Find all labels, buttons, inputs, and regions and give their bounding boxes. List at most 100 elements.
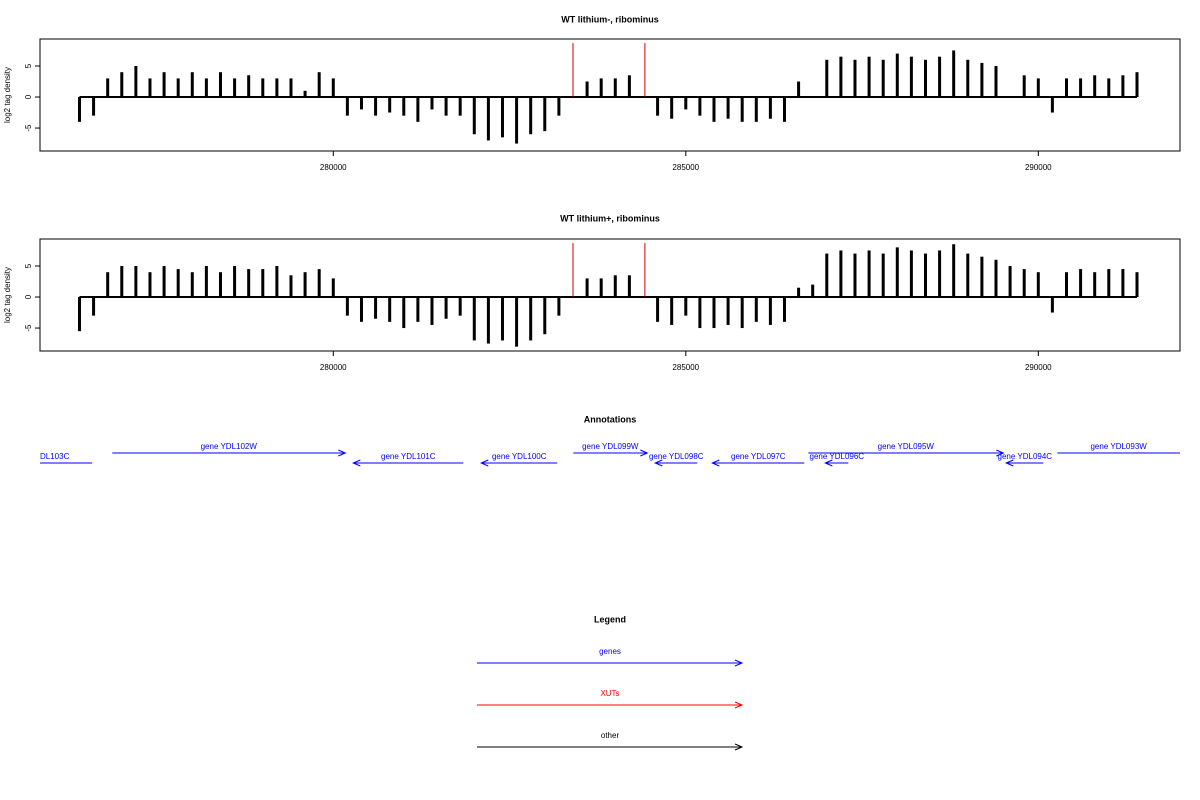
bar	[712, 97, 716, 122]
bar	[176, 269, 180, 298]
bar	[204, 265, 208, 298]
bar	[909, 250, 913, 298]
bar	[881, 59, 885, 98]
bar	[303, 90, 307, 98]
bar	[331, 78, 335, 98]
y-tick-label: -5	[24, 324, 33, 332]
bar	[317, 269, 321, 298]
bar	[980, 62, 984, 98]
legend-label: XUTs	[600, 689, 619, 698]
plot-frame	[39, 238, 1181, 352]
bar	[825, 253, 829, 298]
gene-arrowhead	[996, 449, 1005, 457]
bar	[853, 59, 857, 98]
bar	[768, 297, 772, 325]
bar	[1121, 269, 1125, 298]
bar	[627, 275, 631, 298]
x-tick-label: 290000	[1025, 163, 1052, 172]
bar	[500, 297, 504, 341]
y-tick-label: 5	[24, 63, 33, 68]
bar	[92, 297, 96, 316]
bar	[190, 72, 194, 98]
bar	[303, 272, 307, 298]
bar	[218, 72, 222, 98]
bar	[966, 253, 970, 298]
bar	[1050, 297, 1054, 313]
bar	[261, 78, 265, 98]
bar	[1107, 78, 1111, 98]
legend-arrowhead	[734, 659, 744, 667]
bar	[952, 244, 956, 298]
bar	[120, 72, 124, 98]
x-tick-label: 280000	[320, 363, 347, 372]
bar	[923, 253, 927, 298]
bar	[374, 97, 378, 116]
bar	[881, 253, 885, 298]
bar	[740, 97, 744, 122]
bar	[938, 250, 942, 298]
bar	[529, 97, 533, 135]
bar	[613, 275, 617, 298]
bar	[656, 297, 660, 322]
gene-arrowhead	[824, 459, 833, 467]
bar	[1079, 78, 1083, 98]
bar	[261, 269, 265, 298]
legend-label: genes	[599, 647, 621, 656]
bar	[782, 97, 786, 122]
bar	[416, 97, 420, 122]
bar	[585, 81, 589, 98]
bar	[162, 72, 166, 98]
bar	[374, 297, 378, 319]
bar	[966, 59, 970, 98]
bar	[1036, 78, 1040, 98]
bar	[839, 56, 843, 98]
bar	[1093, 75, 1097, 98]
legend-label: other	[601, 731, 620, 740]
bar	[923, 59, 927, 98]
legend-arrowhead	[734, 701, 744, 709]
bar	[77, 97, 81, 122]
bar	[1121, 75, 1125, 98]
gene-arrowhead	[1005, 459, 1014, 467]
bar	[797, 81, 801, 98]
bar	[190, 272, 194, 298]
bar	[388, 297, 392, 322]
gene-label: gene YDL098C	[649, 452, 704, 461]
bar	[444, 97, 448, 116]
bar	[472, 297, 476, 341]
bar	[1022, 269, 1026, 298]
bar	[684, 97, 688, 110]
bar	[1036, 272, 1040, 298]
bar	[627, 75, 631, 98]
gene-arrowhead	[653, 459, 663, 467]
bar	[670, 297, 674, 325]
chart-title: WT lithium+, ribominus	[560, 213, 660, 223]
bar	[740, 297, 744, 329]
bar	[839, 250, 843, 298]
x-tick-label: 280000	[320, 163, 347, 172]
bar	[148, 272, 152, 298]
bar	[416, 297, 420, 322]
bar	[289, 78, 293, 98]
gene-label: gene YDL102W	[201, 442, 258, 451]
bar	[1064, 78, 1068, 98]
bar	[585, 278, 589, 298]
x-tick-label: 285000	[672, 163, 699, 172]
bar	[797, 287, 801, 298]
bar	[938, 56, 942, 98]
bar	[218, 272, 222, 298]
gene-label: gene YDL096C	[810, 452, 865, 461]
bar	[388, 97, 392, 113]
gene-label: gene YDL100C	[492, 452, 547, 461]
bar	[106, 272, 110, 298]
bar	[599, 78, 603, 98]
bar	[106, 78, 110, 98]
legend-arrowhead	[734, 743, 744, 751]
bar	[543, 97, 547, 132]
bar	[1008, 265, 1012, 298]
bar	[402, 97, 406, 116]
bar	[994, 65, 998, 98]
bar	[1022, 75, 1026, 98]
bar	[529, 297, 533, 341]
bar	[317, 72, 321, 98]
